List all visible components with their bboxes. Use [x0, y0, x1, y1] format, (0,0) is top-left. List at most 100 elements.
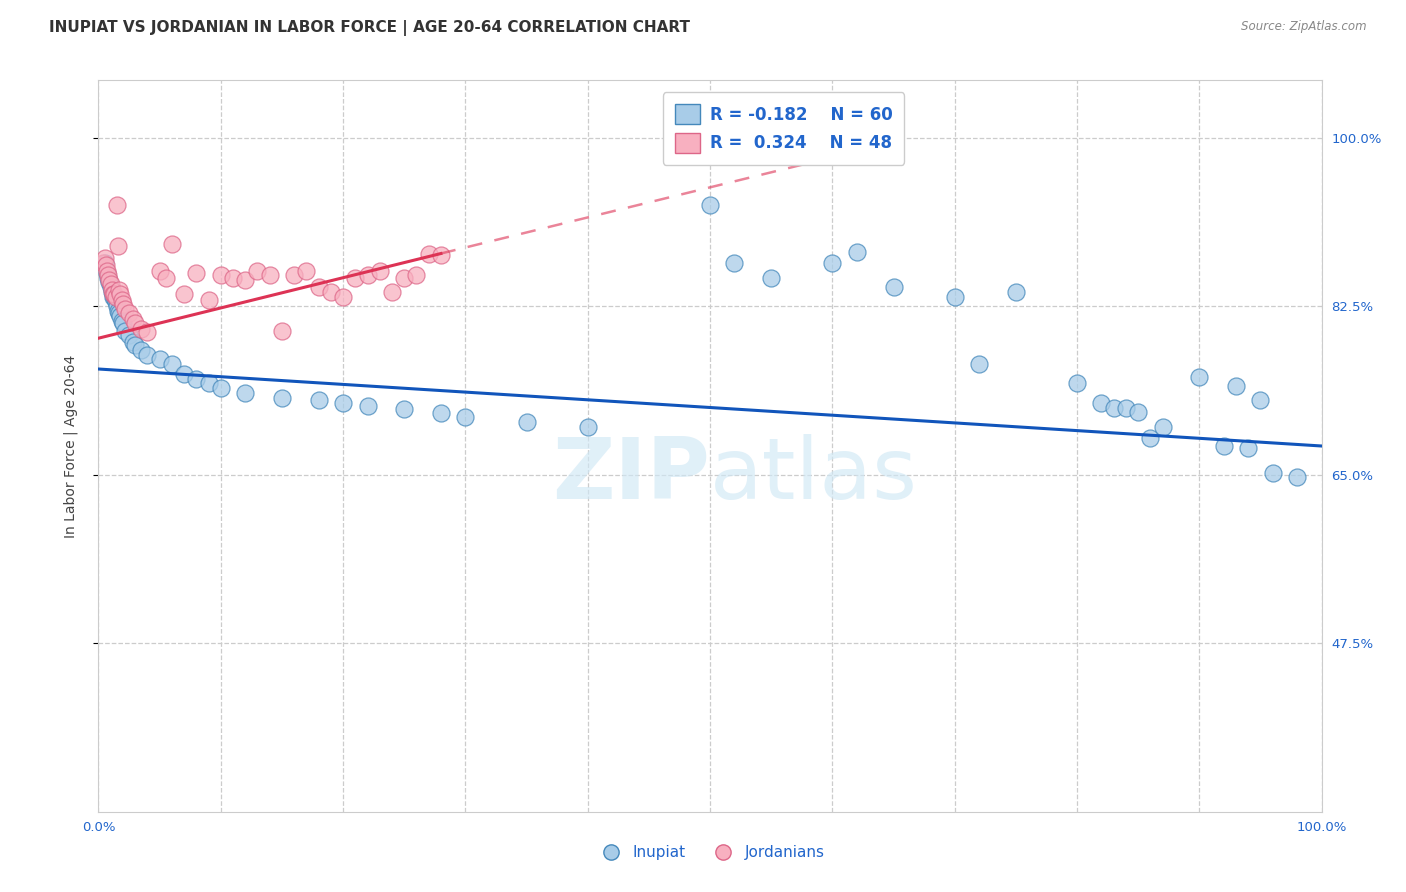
- Point: [1225, 379, 1247, 393]
- Point: [1237, 441, 1260, 455]
- Point: [111, 296, 134, 310]
- Point: [98, 273, 121, 287]
- Point: [160, 236, 183, 251]
- Point: [883, 280, 905, 294]
- Point: [270, 324, 294, 338]
- Point: [110, 287, 132, 301]
- Point: [118, 328, 141, 343]
- Point: [111, 314, 134, 328]
- Point: [97, 270, 120, 285]
- Point: [103, 287, 125, 301]
- Point: [1139, 431, 1161, 445]
- Point: [967, 357, 990, 371]
- Point: [1102, 401, 1125, 415]
- Point: [392, 270, 416, 285]
- Point: [100, 280, 122, 294]
- Point: [283, 268, 305, 282]
- Point: [1249, 392, 1271, 407]
- Point: [699, 198, 721, 212]
- Point: [136, 348, 159, 362]
- Point: [259, 268, 281, 282]
- Point: [124, 338, 146, 352]
- Point: [98, 276, 121, 290]
- Point: [418, 246, 440, 260]
- Point: [136, 326, 159, 340]
- Point: [1188, 369, 1211, 384]
- Point: [454, 410, 477, 425]
- Legend: Inupiat, Jordanians: Inupiat, Jordanians: [589, 839, 831, 866]
- Point: [129, 321, 152, 335]
- Point: [1090, 395, 1112, 409]
- Point: [233, 386, 256, 401]
- Point: [821, 256, 844, 270]
- Point: [392, 402, 416, 417]
- Point: [173, 367, 195, 381]
- Point: [93, 256, 115, 270]
- Point: [104, 290, 127, 304]
- Point: [356, 399, 378, 413]
- Point: [332, 395, 354, 409]
- Text: atlas: atlas: [710, 434, 918, 516]
- Point: [308, 392, 330, 407]
- Point: [368, 264, 391, 278]
- Point: [100, 277, 122, 292]
- Point: [1128, 405, 1150, 419]
- Point: [97, 268, 120, 282]
- Point: [1004, 285, 1026, 299]
- Point: [108, 306, 131, 320]
- Point: [121, 334, 143, 349]
- Point: [186, 266, 208, 280]
- Point: [197, 376, 219, 391]
- Point: [943, 290, 966, 304]
- Point: [197, 293, 219, 307]
- Point: [114, 302, 136, 317]
- Point: [94, 258, 117, 272]
- Point: [270, 391, 294, 405]
- Point: [1212, 439, 1234, 453]
- Point: [356, 268, 378, 282]
- Point: [111, 316, 134, 330]
- Point: [173, 287, 195, 301]
- Point: [155, 270, 177, 285]
- Point: [576, 419, 599, 434]
- Point: [105, 300, 128, 314]
- Point: [1261, 466, 1284, 480]
- Point: [344, 270, 367, 285]
- Text: ZIP: ZIP: [553, 434, 710, 516]
- Point: [121, 312, 143, 326]
- Point: [845, 244, 868, 259]
- Point: [93, 252, 115, 266]
- Y-axis label: In Labor Force | Age 20-64: In Labor Force | Age 20-64: [63, 354, 77, 538]
- Point: [332, 290, 354, 304]
- Point: [101, 283, 124, 297]
- Point: [186, 371, 208, 385]
- Point: [308, 280, 330, 294]
- Point: [1066, 376, 1088, 391]
- Point: [149, 352, 172, 367]
- Point: [101, 290, 124, 304]
- Point: [101, 287, 124, 301]
- Point: [723, 256, 745, 270]
- Point: [124, 316, 146, 330]
- Point: [381, 285, 404, 299]
- Point: [209, 381, 232, 395]
- Point: [91, 256, 114, 270]
- Point: [104, 294, 127, 309]
- Point: [761, 270, 783, 285]
- Point: [105, 198, 128, 212]
- Point: [222, 270, 245, 285]
- Point: [319, 285, 342, 299]
- Point: [295, 264, 318, 278]
- Point: [114, 324, 136, 338]
- Point: [233, 273, 256, 287]
- Point: [96, 266, 118, 280]
- Point: [103, 290, 125, 304]
- Point: [430, 406, 453, 420]
- Text: Source: ZipAtlas.com: Source: ZipAtlas.com: [1241, 20, 1367, 33]
- Point: [209, 268, 232, 282]
- Point: [405, 268, 427, 282]
- Point: [107, 304, 129, 318]
- Point: [111, 293, 134, 307]
- Point: [246, 264, 269, 278]
- Point: [107, 239, 129, 253]
